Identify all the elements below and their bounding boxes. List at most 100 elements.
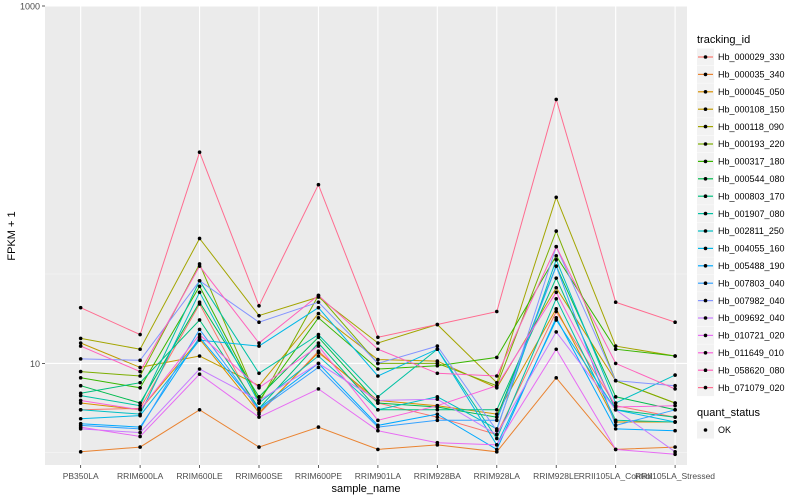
data-point: [673, 415, 677, 419]
data-point: [494, 383, 499, 388]
data-point: [78, 416, 83, 421]
data-point: [138, 332, 142, 337]
data-point: [257, 313, 261, 318]
data-point: [673, 373, 677, 377]
data-point: [316, 365, 321, 370]
data-point: [613, 401, 618, 405]
data-point: [613, 405, 618, 409]
legend-label: Hb_000108_150: [718, 104, 785, 114]
data-point: [673, 445, 677, 449]
data-point: [554, 264, 559, 268]
x-tick-label: PB350LA: [63, 471, 99, 481]
data-point: [257, 344, 261, 348]
data-point: [197, 367, 202, 371]
data-point: [673, 452, 677, 457]
data-point: [257, 395, 261, 399]
legend-key-point: [703, 298, 708, 303]
data-point: [673, 420, 677, 424]
x-axis: PB350LA RRIM600LA RRIM600LE RRIM600SE RRIM60…: [63, 465, 715, 481]
legend-label: Hb_007982_040: [718, 296, 785, 306]
data-point: [435, 403, 440, 408]
data-point: [316, 387, 321, 391]
legend-key-point: [703, 159, 708, 164]
legend-key-point: [703, 385, 708, 390]
data-point: [673, 407, 677, 412]
data-point: [316, 332, 321, 337]
x-axis-title: sample_name: [331, 483, 400, 495]
legend-key-point: [703, 107, 708, 111]
x-tick-label: RRIM600SE: [235, 471, 283, 481]
series-points: [78, 97, 677, 457]
shape-legend-key-point: [703, 428, 708, 432]
data-point: [673, 320, 677, 325]
data-point: [138, 427, 142, 431]
data-point: [613, 427, 618, 431]
data-point: [138, 430, 142, 435]
data-point: [554, 315, 559, 320]
legend-key-point: [703, 368, 708, 373]
data-point: [376, 367, 380, 371]
legend-key-point: [703, 194, 708, 198]
data-point: [376, 418, 380, 423]
data-point: [554, 257, 559, 262]
data-point: [435, 407, 440, 412]
legend-key-point: [703, 211, 708, 216]
legend-label: Hb_000803_170: [718, 191, 785, 201]
data-point: [197, 332, 202, 337]
data-point: [197, 327, 202, 332]
legend-key-point: [703, 333, 708, 338]
data-point: [554, 330, 559, 334]
data-point: [435, 440, 440, 445]
data-point: [197, 407, 202, 412]
data-point: [376, 361, 380, 366]
data-point: [613, 347, 618, 352]
data-point: [257, 341, 261, 345]
legend-label: Hb_000317_180: [718, 157, 785, 167]
data-point: [554, 195, 559, 200]
data-point: [613, 395, 618, 399]
data-point: [613, 300, 618, 304]
data-point: [376, 335, 380, 340]
legend-key-point: [703, 351, 708, 355]
data-point: [257, 410, 261, 415]
data-point: [554, 290, 559, 295]
data-point: [494, 443, 499, 447]
data-point: [138, 358, 142, 363]
data-point: [316, 305, 321, 310]
data-point: [494, 436, 499, 441]
data-point: [613, 423, 618, 428]
legend-label: Hb_000035_340: [718, 70, 785, 80]
data-point: [494, 432, 499, 437]
legend-key-point: [703, 281, 708, 286]
data-point: [494, 412, 499, 416]
data-point: [138, 403, 142, 408]
data-point: [494, 418, 499, 423]
legend-key-point: [703, 72, 708, 77]
data-point: [78, 401, 83, 405]
legend: tracking_id Hb_000029_330Hb_000035_340Hb…: [697, 34, 785, 439]
data-point: [673, 383, 677, 388]
legend-label: Hb_004055_160: [718, 244, 785, 254]
data-point: [554, 254, 559, 258]
data-point: [435, 363, 440, 368]
y-axis: 10 1000: [20, 2, 45, 369]
data-point: [554, 229, 559, 233]
data-point: [138, 386, 142, 390]
data-point: [138, 369, 142, 374]
data-point: [435, 412, 440, 416]
data-point: [435, 397, 440, 402]
data-point: [376, 341, 380, 345]
legend-key-point: [703, 246, 708, 251]
data-point: [197, 264, 202, 268]
data-point: [138, 374, 142, 378]
data-point: [554, 347, 559, 352]
data-point: [554, 307, 559, 311]
legend-label: Hb_009692_040: [718, 313, 785, 323]
legend-label: Hb_011649_010: [718, 348, 784, 358]
data-point: [316, 300, 321, 304]
data-point: [197, 284, 202, 289]
data-point: [376, 425, 380, 429]
data-point: [257, 398, 261, 403]
data-point: [316, 361, 321, 366]
data-point: [138, 401, 142, 405]
